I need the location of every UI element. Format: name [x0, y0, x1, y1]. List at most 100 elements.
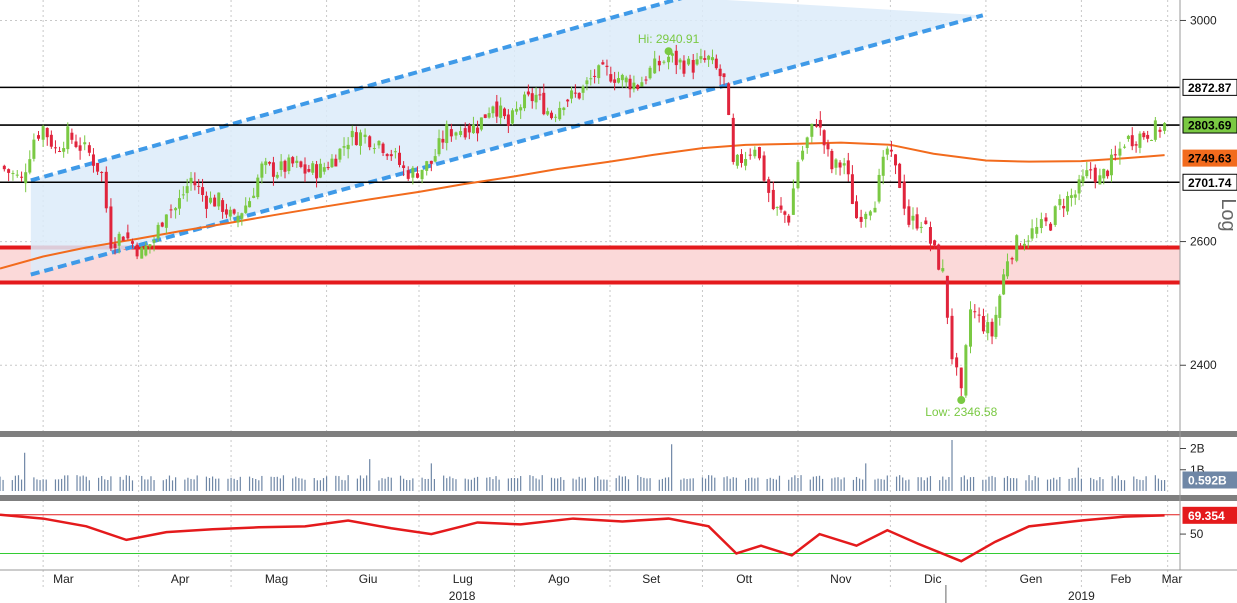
candle-body [144, 246, 148, 256]
candle-body [731, 117, 735, 162]
candle-body [981, 316, 985, 332]
candle-body [707, 55, 711, 60]
candle-body [425, 161, 429, 171]
candle-body [1026, 240, 1030, 242]
x-month-label: Feb [1111, 572, 1132, 586]
candle-body [558, 107, 562, 120]
candle-body [311, 163, 315, 173]
candle-body [814, 125, 818, 127]
level-tag: 2872.87 [1188, 81, 1232, 95]
candle-body [130, 241, 134, 244]
candle-body [381, 143, 385, 153]
candle-body [503, 108, 507, 117]
candle-body [570, 90, 574, 99]
candle-body [459, 131, 463, 135]
x-month-label: Ago [548, 572, 570, 586]
rsi-tag-bg [1182, 506, 1237, 524]
candle-body [449, 129, 453, 137]
candle-body [986, 322, 990, 334]
candle-body [318, 163, 322, 178]
candle-body [463, 128, 467, 138]
candle-body [252, 195, 256, 198]
candle-body [299, 161, 303, 167]
candle-body [534, 94, 538, 103]
candle-body [805, 137, 809, 148]
candle-body [1158, 129, 1162, 132]
candle-body [546, 111, 550, 115]
candle-body [346, 144, 350, 150]
channel [30, 0, 984, 277]
candle-body [232, 209, 236, 214]
candle-body [2, 165, 6, 170]
candle-body [1085, 170, 1089, 177]
candle-body [256, 177, 260, 198]
candle-body [601, 62, 605, 65]
candle-body [471, 124, 475, 134]
candle-body [1123, 146, 1127, 148]
candle-body [156, 224, 160, 239]
candle-body [846, 160, 850, 175]
candle-body [877, 174, 881, 202]
candle-body [771, 189, 775, 210]
candle-body [389, 154, 393, 157]
candle-body [1019, 245, 1023, 249]
candle-body [609, 74, 613, 82]
candle-body [197, 185, 201, 187]
candle-body [941, 268, 945, 272]
candle-body [66, 126, 70, 150]
candle-body [710, 57, 714, 61]
candle-body [640, 82, 644, 87]
candle-body [467, 125, 471, 133]
candle-body [1030, 228, 1034, 239]
candle-body [53, 147, 57, 149]
candle-body [87, 145, 91, 153]
candle-body [605, 65, 609, 68]
candle-body [787, 215, 791, 223]
candle-body [585, 80, 589, 85]
candle-body [915, 214, 919, 229]
candle-body [613, 79, 617, 83]
candle-body [1163, 123, 1167, 131]
candle-body [41, 126, 45, 140]
candle-body [779, 205, 783, 210]
candle-body [70, 132, 74, 140]
candle-body [703, 58, 707, 60]
candle-body [653, 58, 657, 74]
annotation-label: Low: 2346.58 [925, 405, 997, 419]
x-month-label: Lug [453, 572, 473, 586]
candle-body [699, 56, 703, 60]
candle-body [303, 164, 307, 174]
annotation-marker [957, 396, 966, 405]
candle-body [228, 209, 232, 217]
candle-body [385, 154, 389, 157]
candle-body [691, 59, 695, 73]
candle-body [1049, 223, 1053, 231]
grid [0, 0, 1180, 590]
candle-body [907, 206, 911, 225]
x-month-label: Set [642, 572, 661, 586]
candle-body [718, 68, 722, 77]
candle-body [549, 112, 553, 119]
candle-body [834, 159, 838, 168]
candle-body [37, 135, 41, 139]
candle-body [753, 149, 757, 157]
candle-body [889, 149, 893, 152]
candle-body [714, 58, 718, 69]
candle-body [49, 134, 53, 147]
candle-body [968, 309, 972, 347]
level-tag: 2701.74 [1188, 176, 1232, 190]
candle-body [181, 194, 185, 196]
channel-lower-line [30, 13, 984, 277]
candle-body [977, 314, 981, 316]
candle-body [662, 61, 666, 63]
candle-body [358, 132, 362, 146]
x-month-label: Ott [736, 572, 753, 586]
candle-body [838, 162, 842, 168]
candle-body [577, 92, 581, 99]
candle-body [104, 171, 108, 209]
candle-body [406, 170, 410, 179]
candle-body [217, 192, 221, 207]
volume-panel [0, 440, 1166, 491]
y-tick-label: 2400 [1190, 358, 1217, 372]
candle-body [45, 127, 49, 138]
